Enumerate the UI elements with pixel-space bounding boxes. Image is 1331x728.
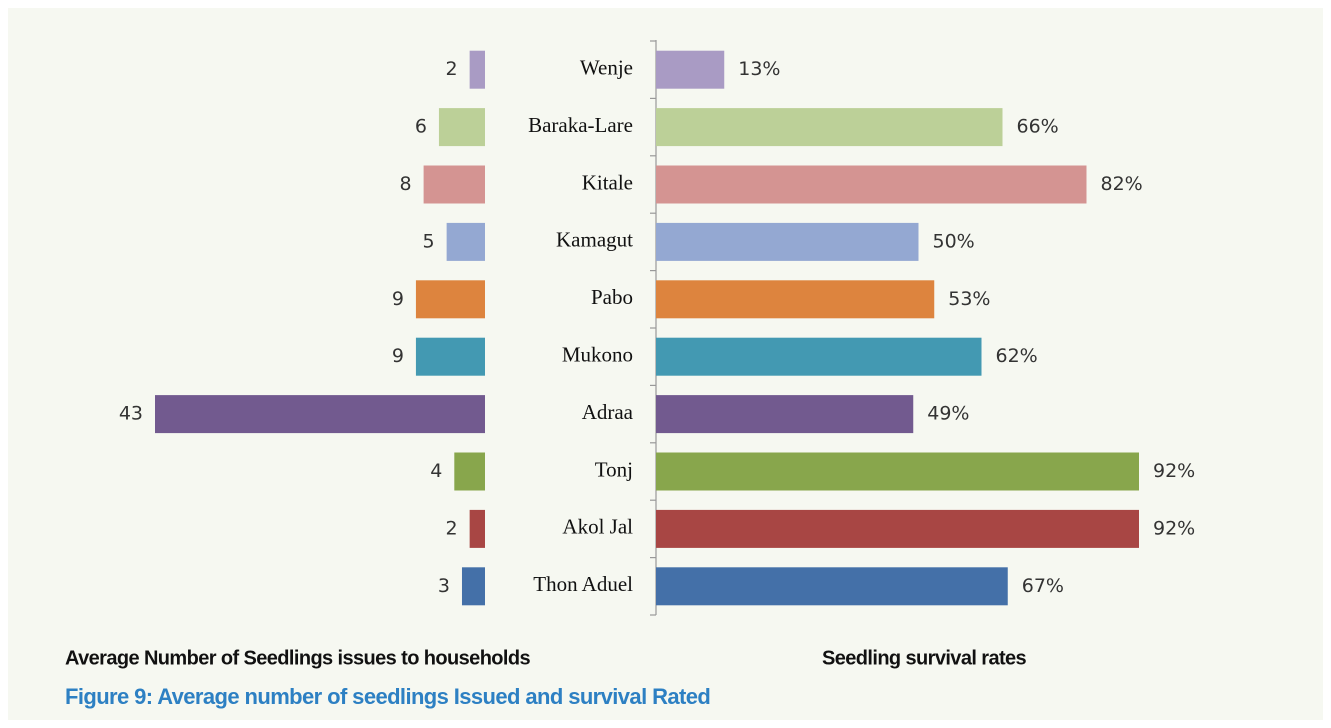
bar — [656, 567, 1008, 606]
category-label: Akol Jal — [562, 515, 633, 539]
category-label: Wenje — [580, 56, 633, 80]
value-label: 9 — [392, 345, 404, 367]
category-label: Kamagut — [556, 228, 633, 252]
value-label: 66% — [1017, 116, 1059, 138]
bar — [438, 108, 485, 147]
bar — [656, 50, 725, 89]
value-label: 9 — [392, 288, 404, 310]
bar — [656, 395, 914, 434]
value-label: 43 — [119, 403, 143, 425]
value-label: 62% — [996, 345, 1038, 367]
right-title: Seedling survival rates — [822, 647, 1027, 669]
value-label: 67% — [1022, 575, 1064, 597]
value-label: 92% — [1153, 517, 1195, 539]
value-label: 13% — [738, 58, 780, 80]
bar — [469, 509, 485, 548]
bar — [423, 165, 485, 204]
value-label: 5 — [423, 230, 435, 252]
value-label: 3 — [438, 575, 450, 597]
bar — [415, 280, 485, 319]
category-label: Mukono — [562, 343, 633, 367]
bar — [656, 337, 982, 376]
value-label: 8 — [400, 173, 412, 195]
value-label: 92% — [1153, 460, 1195, 482]
bar — [454, 452, 485, 491]
bar — [656, 280, 935, 319]
value-label: 6 — [415, 116, 427, 138]
category-label: Thon Aduel — [533, 572, 633, 596]
category-label: Pabo — [591, 285, 633, 309]
bar — [415, 337, 485, 376]
bar — [656, 108, 1003, 147]
value-label: 49% — [927, 403, 969, 425]
value-label: 2 — [446, 517, 458, 539]
bar — [656, 509, 1139, 548]
bar — [461, 567, 485, 606]
category-label: Kitale — [582, 170, 633, 194]
value-label: 2 — [446, 58, 458, 80]
caption: Figure 9: Average number of seedlings Is… — [65, 684, 710, 709]
left-title: Average Number of Seedlings issues to ho… — [65, 647, 530, 669]
category-label: Baraka-Lare — [528, 113, 633, 137]
bar — [656, 165, 1087, 204]
bar — [656, 452, 1139, 491]
bar — [446, 222, 485, 261]
category-label: Tonj — [595, 457, 633, 481]
value-label: 53% — [948, 288, 990, 310]
bar — [155, 395, 485, 434]
category-label: Adraa — [582, 400, 634, 424]
value-label: 82% — [1101, 173, 1143, 195]
bar — [656, 222, 919, 261]
value-label: 4 — [430, 460, 442, 482]
value-label: 50% — [933, 230, 975, 252]
bar — [469, 50, 485, 89]
